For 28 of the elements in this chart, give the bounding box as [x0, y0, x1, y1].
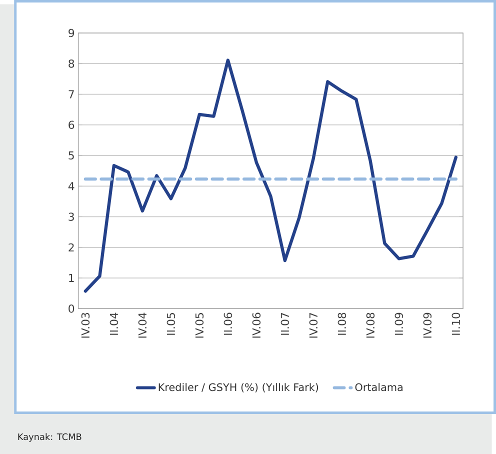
legend-label: Krediler / GSYH (%) (Yıllık Fark)	[158, 382, 318, 392]
x-tick-label: IV.09	[423, 312, 432, 338]
x-tick-label: II.04	[110, 312, 118, 335]
legend-label: Ortalama	[355, 382, 402, 391]
x-tick-label: IV.05	[195, 312, 204, 338]
text: Kaynak: TCMB	[18, 433, 82, 442]
y-tick-label: 9	[68, 28, 74, 37]
y-tick-label: 7	[68, 90, 74, 98]
x-tick-label: II.09	[394, 312, 404, 335]
y-tick-label: 5	[68, 151, 74, 160]
x-tick-label: II.07	[280, 312, 290, 335]
y-tick-label: 2	[68, 243, 74, 252]
y-tick-label: 1	[69, 274, 74, 282]
x-tick-label: IV.07	[309, 312, 318, 338]
x-tick-label: IV.04	[138, 312, 147, 338]
x-tick-label: IV.03	[81, 312, 90, 338]
y-tick-label: 4	[68, 182, 74, 190]
line-series	[84, 58, 458, 293]
x-tick-label: IV.06	[252, 312, 261, 338]
x-tick-label: II.10	[452, 312, 460, 335]
y-tick-label: 8	[68, 59, 74, 68]
x-tick-label: II.06	[224, 312, 232, 335]
x-tick-label: II.08	[338, 312, 346, 335]
y-tick-label: 0	[68, 304, 74, 313]
x-tick-label: II.05	[166, 312, 176, 335]
y-tick-label: 6	[68, 120, 74, 129]
x-tick-label: IV.08	[366, 312, 375, 338]
y-tick-label: 3	[68, 212, 74, 221]
